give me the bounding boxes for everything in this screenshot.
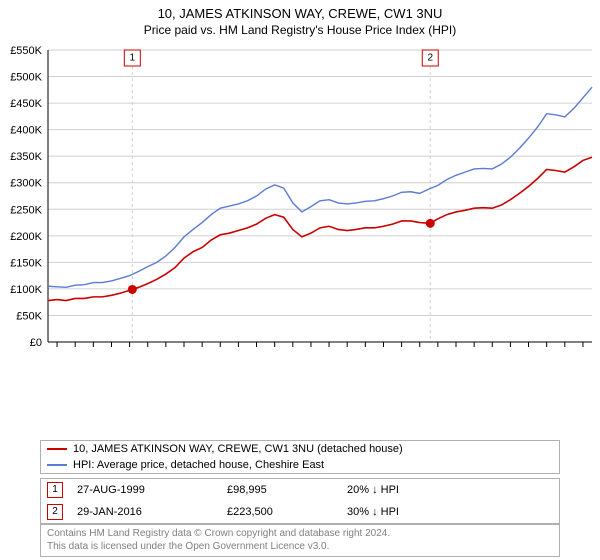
- sale-delta: 20% ↓ HPI: [347, 484, 467, 496]
- sale-delta: 30% ↓ HPI: [347, 506, 467, 518]
- sale-date: 29-JAN-2016: [77, 506, 227, 518]
- y-tick-label: £200K: [10, 231, 42, 243]
- chart-container: 10, JAMES ATKINSON WAY, CREWE, CW1 3NU P…: [0, 0, 600, 560]
- sale-marker-dot: [426, 219, 435, 228]
- sale-marker-dot: [128, 285, 137, 294]
- chart-subtitle: Price paid vs. HM Land Registry's House …: [0, 21, 600, 37]
- footer-line2: This data is licensed under the Open Gov…: [47, 541, 329, 552]
- sale-price: £98,995: [227, 484, 347, 496]
- y-tick-label: £550K: [10, 45, 42, 57]
- sale-date: 27-AUG-1999: [77, 484, 227, 496]
- y-tick-label: £250K: [10, 204, 42, 216]
- legend-row: HPI: Average price, detached house, Ches…: [41, 457, 559, 473]
- sale-row: 1 27-AUG-1999£98,99520% ↓ HPI: [41, 479, 559, 501]
- legend-swatch: [47, 448, 67, 450]
- legend-label: 10, JAMES ATKINSON WAY, CREWE, CW1 3NU (…: [73, 443, 403, 455]
- sale-row-badge: 1: [47, 482, 63, 498]
- y-tick-label: £300K: [10, 178, 42, 190]
- chart-svg: £0 £50K £100K £150K £200K £250K £300K £350K £400…: [0, 44, 600, 404]
- legend-swatch: [47, 464, 67, 466]
- chart-title: 10, JAMES ATKINSON WAY, CREWE, CW1 3NU: [0, 0, 600, 21]
- y-tick-label: £500K: [10, 72, 42, 84]
- y-tick-label: £0: [30, 337, 42, 349]
- chart-plot-area: £0 £50K £100K £150K £200K £250K £300K £350K £400…: [0, 44, 600, 404]
- sale-row-badge: 2: [47, 504, 63, 520]
- sales-table: 1 27-AUG-1999£98,99520% ↓ HPI 2 29-JAN-2016…: [40, 478, 560, 524]
- y-tick-label: £100K: [10, 284, 42, 296]
- y-tick-label: £150K: [10, 257, 42, 269]
- footer-line1: Contains HM Land Registry data © Crown c…: [47, 528, 390, 539]
- legend-row: 10, JAMES ATKINSON WAY, CREWE, CW1 3NU (…: [41, 441, 559, 457]
- y-tick-label: £400K: [10, 125, 42, 137]
- legend-label: HPI: Average price, detached house, Ches…: [73, 459, 324, 471]
- chart-marker-number: 1: [130, 53, 136, 64]
- footer-attribution: Contains HM Land Registry data © Crown c…: [40, 524, 560, 557]
- legend: 10, JAMES ATKINSON WAY, CREWE, CW1 3NU (…: [40, 440, 560, 474]
- sale-price: £223,500: [227, 506, 347, 518]
- series-price_paid: [48, 157, 592, 300]
- y-tick-label: £450K: [10, 98, 42, 110]
- y-tick-label: £350K: [10, 151, 42, 163]
- series-hpi: [48, 87, 592, 287]
- chart-marker-number: 2: [427, 53, 433, 64]
- y-tick-label: £50K: [16, 310, 42, 322]
- sale-row: 2 29-JAN-2016£223,50030% ↓ HPI: [41, 501, 559, 523]
